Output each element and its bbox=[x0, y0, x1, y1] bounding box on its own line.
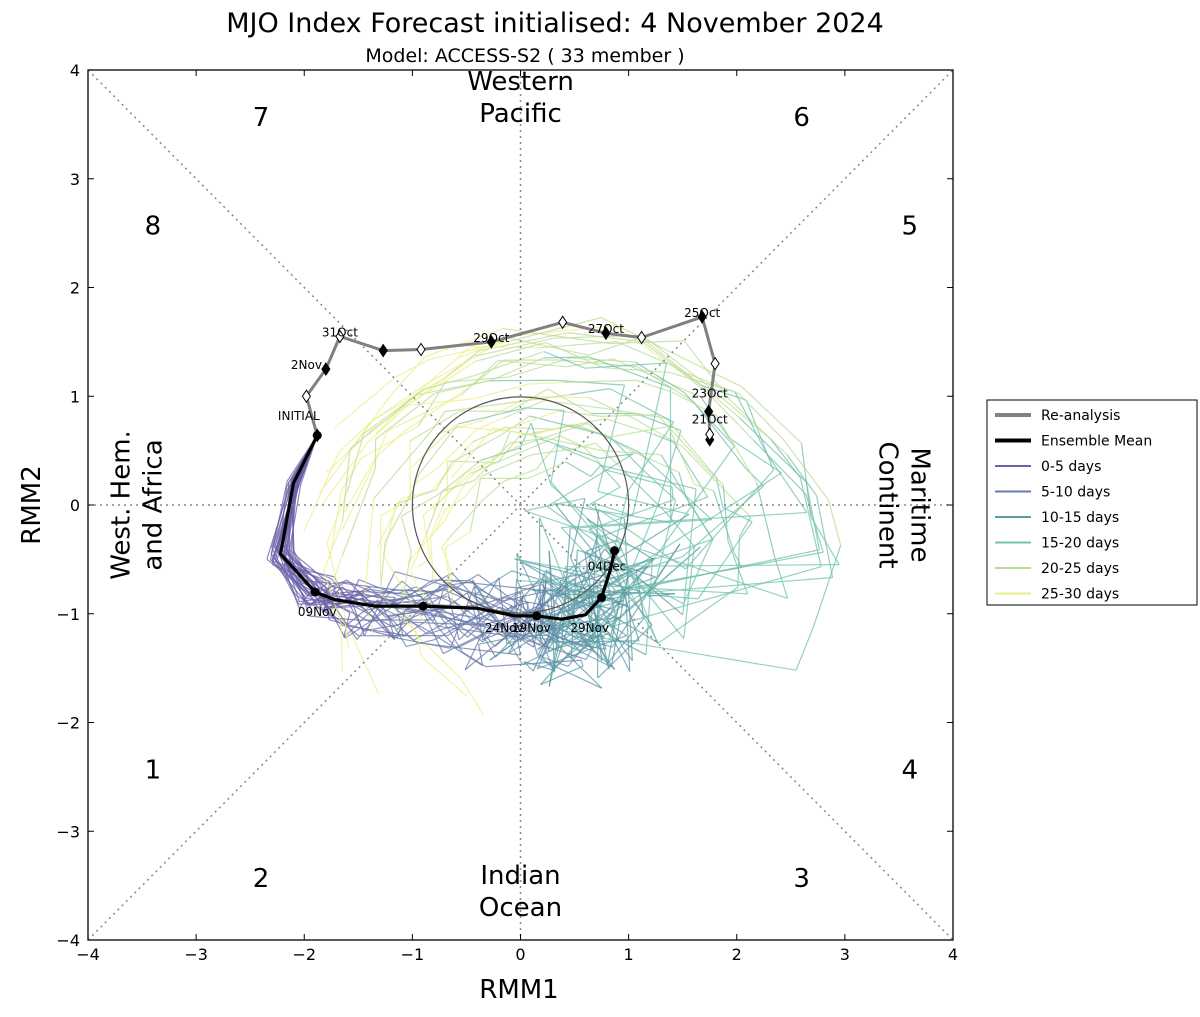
ensemble-mean-point bbox=[597, 593, 606, 602]
region-label-line: Western bbox=[467, 67, 574, 97]
date-label: 29Oct bbox=[473, 331, 509, 345]
phase-label: 3 bbox=[793, 864, 810, 894]
x-tick-label: 3 bbox=[840, 945, 850, 964]
region-label-line: Ocean bbox=[479, 893, 562, 923]
region-label-line: and Africa bbox=[139, 439, 169, 570]
phase-label: 6 bbox=[793, 103, 810, 133]
region-label-line: Continent bbox=[872, 441, 902, 568]
reanalysis-point bbox=[711, 358, 719, 370]
date-label: 29Nov bbox=[570, 621, 609, 635]
chart-title: MJO Index Forecast initialised: 4 Novemb… bbox=[226, 8, 884, 39]
date-label: 23Oct bbox=[692, 386, 728, 400]
y-tick-label: 3 bbox=[70, 170, 80, 189]
date-label: 09Nov bbox=[298, 605, 337, 619]
x-tick-label: −2 bbox=[292, 945, 316, 964]
region-label-line: West. Hem. bbox=[107, 430, 137, 580]
date-label: 25Oct bbox=[684, 306, 720, 320]
phase-label: 5 bbox=[901, 212, 918, 242]
phase-label: 1 bbox=[145, 755, 162, 785]
date-label: 27Oct bbox=[588, 322, 624, 336]
date-label: 21Oct bbox=[692, 412, 728, 426]
date-label: 31Oct bbox=[322, 325, 358, 339]
phase-label: 8 bbox=[145, 212, 162, 242]
ensemble-mean-point bbox=[311, 588, 320, 597]
x-tick-label: −3 bbox=[184, 945, 208, 964]
x-tick-label: −1 bbox=[401, 945, 425, 964]
legend-entry: 0-5 days bbox=[1041, 459, 1101, 475]
date-label: INITIAL bbox=[278, 409, 320, 423]
y-tick-label: 0 bbox=[70, 496, 80, 515]
region-label-line: Maritime bbox=[904, 447, 934, 562]
legend-entry: Ensemble Mean bbox=[1041, 434, 1152, 450]
y-tick-label: −2 bbox=[56, 714, 80, 733]
y-tick-label: 1 bbox=[70, 387, 80, 406]
x-tick-label: 1 bbox=[624, 945, 634, 964]
y-axis-label: RMM2 bbox=[17, 465, 47, 544]
x-tick-label: 4 bbox=[948, 945, 958, 964]
legend-entry: Re-analysis bbox=[1041, 408, 1120, 424]
legend-entry: 5-10 days bbox=[1041, 485, 1110, 501]
date-label: 19Nov bbox=[512, 621, 551, 635]
chart-subtitle: Model: ACCESS-S2 ( 33 member ) bbox=[365, 45, 684, 67]
ensemble-mean-point bbox=[419, 602, 428, 611]
ensemble-mean-point bbox=[532, 611, 541, 620]
date-label: 04Dec bbox=[588, 559, 627, 573]
phase-label: 7 bbox=[253, 103, 270, 133]
y-tick-label: −3 bbox=[56, 822, 80, 841]
phase-label: 2 bbox=[253, 864, 270, 894]
legend-entry: 20-25 days bbox=[1041, 561, 1119, 577]
ensemble-mean-point bbox=[610, 546, 619, 555]
y-tick-label: 2 bbox=[70, 279, 80, 298]
reanalysis-point bbox=[417, 343, 425, 355]
legend-entry: 15-20 days bbox=[1041, 536, 1119, 552]
legend-entry: 10-15 days bbox=[1041, 510, 1119, 526]
y-tick-label: 4 bbox=[70, 61, 80, 80]
legend: Re-analysis Ensemble Mean 0-5 days 5-10 day… bbox=[987, 400, 1197, 605]
phase-label: 4 bbox=[901, 755, 918, 785]
ensemble-mean-point bbox=[313, 431, 322, 440]
region-label-line: Indian bbox=[480, 861, 560, 891]
ensemble-member-traces bbox=[267, 318, 841, 715]
x-tick-label: 2 bbox=[732, 945, 742, 964]
reanalysis-point bbox=[379, 345, 387, 357]
legend-entry: 25-30 days bbox=[1041, 587, 1119, 603]
x-tick-label: 0 bbox=[515, 945, 525, 964]
region-label-line: Pacific bbox=[479, 99, 562, 129]
y-tick-label: −1 bbox=[56, 605, 80, 624]
y-tick-label: −4 bbox=[56, 931, 80, 950]
date-label: 2Nov bbox=[291, 358, 322, 372]
x-axis-label: RMM1 bbox=[479, 975, 558, 1005]
